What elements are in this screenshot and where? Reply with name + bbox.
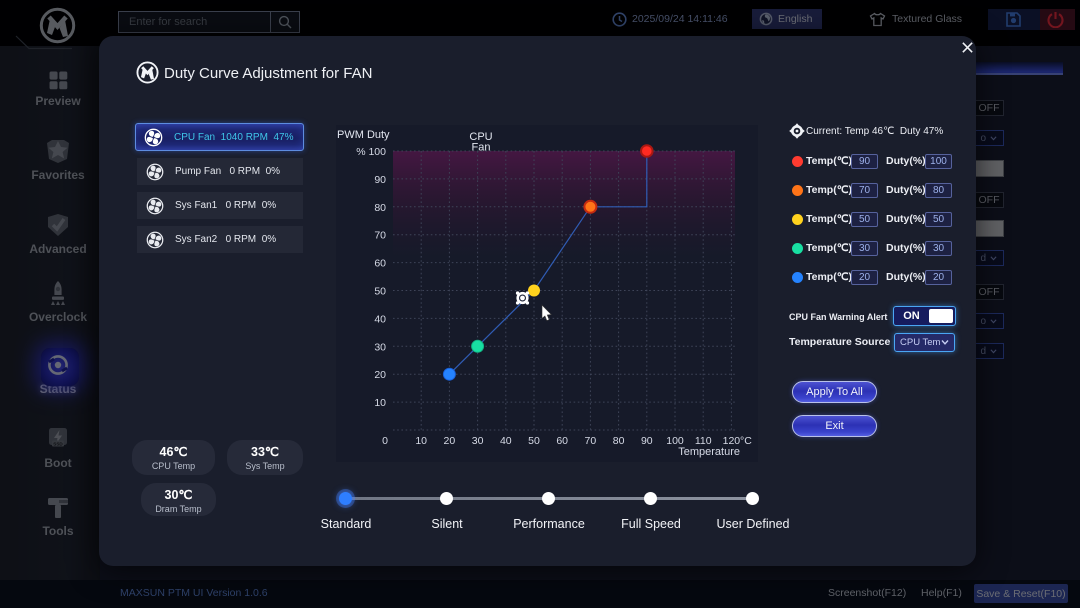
svg-text:80: 80 — [374, 202, 386, 214]
svg-text:70: 70 — [374, 230, 386, 242]
svg-text:Temperature: Temperature — [678, 446, 740, 458]
svg-text:30: 30 — [374, 341, 386, 353]
svg-text:120: 120 — [723, 435, 741, 447]
svg-text:50: 50 — [374, 286, 386, 298]
svg-text:PWM Duty: PWM Duty — [337, 129, 390, 141]
svg-text:50: 50 — [528, 435, 540, 447]
svg-text:60: 60 — [374, 258, 386, 270]
svg-text:90: 90 — [641, 435, 653, 447]
svg-text:60: 60 — [556, 435, 568, 447]
svg-text:80: 80 — [613, 435, 625, 447]
svg-text:°C: °C — [740, 435, 752, 447]
svg-text:90: 90 — [374, 174, 386, 186]
svg-text:10: 10 — [415, 435, 427, 447]
svg-text:0: 0 — [382, 435, 388, 447]
svg-text:30: 30 — [472, 435, 484, 447]
svg-text:20: 20 — [444, 435, 456, 447]
svg-text:40: 40 — [500, 435, 512, 447]
svg-text:110: 110 — [695, 435, 712, 447]
svg-text:100: 100 — [666, 435, 684, 447]
svg-text:% 100: % 100 — [356, 146, 386, 158]
svg-text:20: 20 — [374, 369, 386, 381]
svg-text:70: 70 — [585, 435, 597, 447]
svg-text:10: 10 — [374, 397, 386, 409]
svg-text:40: 40 — [374, 313, 386, 325]
svg-text:CPU: CPU — [469, 131, 492, 143]
